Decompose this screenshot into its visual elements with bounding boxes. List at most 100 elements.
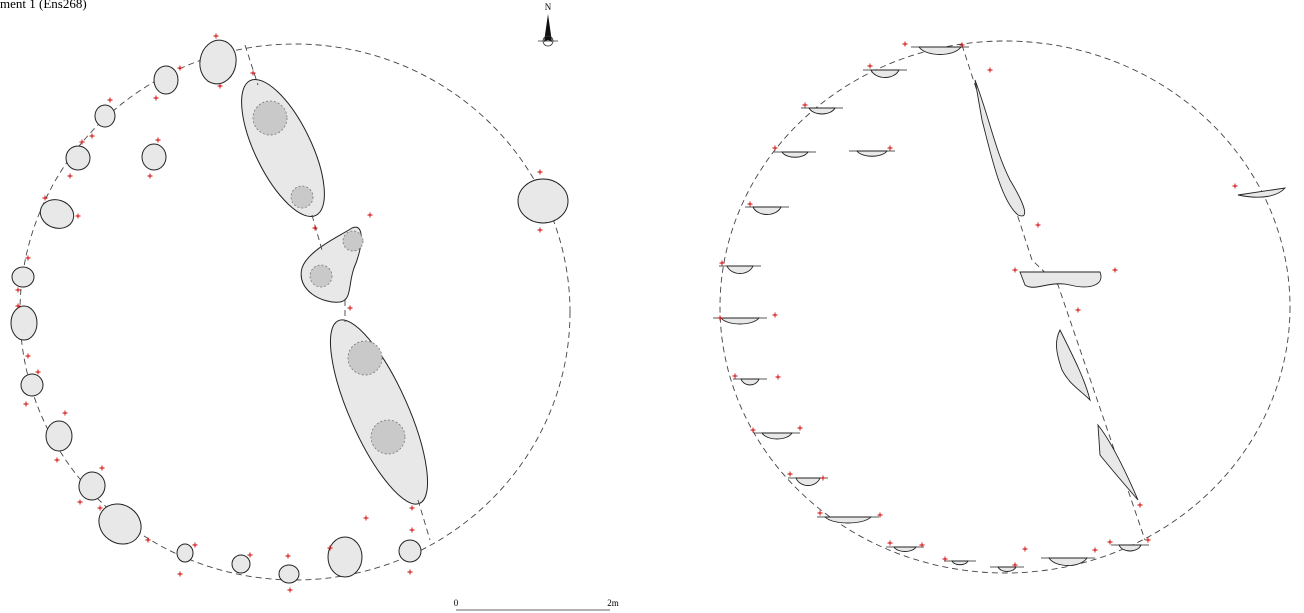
survey-cross xyxy=(67,173,73,179)
survey-cross xyxy=(155,137,161,143)
pit xyxy=(370,419,406,455)
posthole xyxy=(39,199,75,229)
survey-cross xyxy=(537,227,543,233)
profile xyxy=(997,566,1017,572)
survey-cross xyxy=(887,540,893,546)
profile xyxy=(823,516,873,524)
posthole xyxy=(20,373,44,397)
profile xyxy=(1237,187,1287,198)
survey-cross xyxy=(1232,183,1238,189)
scale-end: 2m xyxy=(607,598,619,608)
survey-cross xyxy=(153,95,159,101)
survey-cross xyxy=(15,303,21,309)
posthole xyxy=(398,539,422,563)
survey-cross xyxy=(407,569,413,575)
survey-cross xyxy=(877,512,883,518)
posthole xyxy=(231,554,251,574)
survey-cross xyxy=(285,553,291,559)
survey-cross xyxy=(177,65,183,71)
survey-cross xyxy=(347,305,353,311)
profile xyxy=(870,69,900,78)
survey-cross xyxy=(409,527,415,533)
survey-cross xyxy=(250,70,256,76)
survey-cross xyxy=(77,499,83,505)
survey-cross xyxy=(1035,222,1041,228)
survey-cross xyxy=(327,545,333,551)
trench-profile xyxy=(1056,328,1091,402)
survey-cross xyxy=(192,542,198,548)
scale-bar: 0 2m xyxy=(454,598,619,611)
survey-cross xyxy=(107,97,113,103)
posthole xyxy=(65,145,91,171)
survey-cross xyxy=(1092,547,1098,553)
survey-cross xyxy=(802,102,808,108)
posthole xyxy=(78,471,106,501)
survey-cross xyxy=(987,67,993,73)
trench-profile xyxy=(974,79,1026,217)
survey-cross xyxy=(145,537,151,543)
arrow xyxy=(544,14,552,42)
survey-cross xyxy=(42,195,48,201)
profile xyxy=(781,151,809,158)
survey-cross xyxy=(177,571,183,577)
pit xyxy=(252,100,288,136)
posthole xyxy=(98,503,142,545)
survey-cross xyxy=(747,201,753,207)
pit xyxy=(342,230,364,252)
posthole xyxy=(10,305,38,341)
posthole xyxy=(94,104,116,128)
survey-cross xyxy=(719,260,725,266)
trench xyxy=(241,78,325,218)
profile xyxy=(893,546,917,552)
survey-cross xyxy=(959,42,965,48)
survey-cross xyxy=(217,83,223,89)
profile xyxy=(726,265,754,274)
profile xyxy=(918,46,962,55)
north-arrow: N xyxy=(538,2,558,47)
survey-cross xyxy=(1075,307,1081,313)
posthole xyxy=(45,420,73,452)
section-outline xyxy=(719,40,1291,574)
profile xyxy=(795,477,821,486)
profile xyxy=(856,150,888,157)
survey-cross xyxy=(62,410,68,416)
posthole xyxy=(141,143,167,171)
survey-cross xyxy=(772,145,778,151)
trench xyxy=(329,319,429,505)
survey-cross xyxy=(775,374,781,380)
survey-cross xyxy=(54,457,60,463)
section-profiles xyxy=(713,44,1287,572)
survey-cross xyxy=(213,33,219,39)
survey-cross xyxy=(787,471,793,477)
posthole xyxy=(199,39,237,85)
posthole xyxy=(278,564,300,584)
posthole xyxy=(153,65,179,95)
profile xyxy=(808,107,836,115)
survey-cross xyxy=(25,255,31,261)
survey-cross xyxy=(367,212,373,218)
survey-cross xyxy=(1137,502,1143,508)
profile xyxy=(720,317,760,325)
survey-cross xyxy=(750,427,756,433)
survey-cross xyxy=(1112,267,1118,273)
survey-cross xyxy=(312,225,318,231)
profile xyxy=(1048,557,1088,566)
pit xyxy=(290,185,314,209)
survey-cross xyxy=(1012,562,1018,568)
posthole xyxy=(327,536,363,578)
survey-cross xyxy=(887,145,893,151)
profile xyxy=(740,378,760,386)
survey-cross xyxy=(23,401,29,407)
survey-cross xyxy=(537,169,543,175)
trench-line xyxy=(244,44,431,541)
survey-cross xyxy=(1012,267,1018,273)
survey-cross xyxy=(817,510,823,516)
survey-cross xyxy=(942,556,948,562)
survey-cross xyxy=(89,133,95,139)
posthole xyxy=(517,178,569,224)
profile xyxy=(761,432,793,440)
north-label: N xyxy=(545,2,552,12)
profile xyxy=(951,560,969,566)
scale-start: 0 xyxy=(454,598,459,608)
profile xyxy=(1118,544,1142,552)
